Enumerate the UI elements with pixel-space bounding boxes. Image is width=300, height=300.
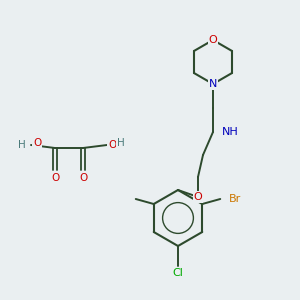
Text: Cl: Cl <box>172 268 183 278</box>
Text: O: O <box>79 173 87 183</box>
Text: O: O <box>33 138 41 148</box>
Text: O: O <box>194 192 202 202</box>
Text: O: O <box>208 35 217 45</box>
Text: H: H <box>117 138 125 148</box>
Text: N: N <box>209 79 217 89</box>
Text: Br: Br <box>229 194 242 204</box>
Text: O: O <box>108 140 116 150</box>
Text: O: O <box>51 173 59 183</box>
Text: H: H <box>18 140 26 150</box>
Text: NH: NH <box>222 127 239 137</box>
